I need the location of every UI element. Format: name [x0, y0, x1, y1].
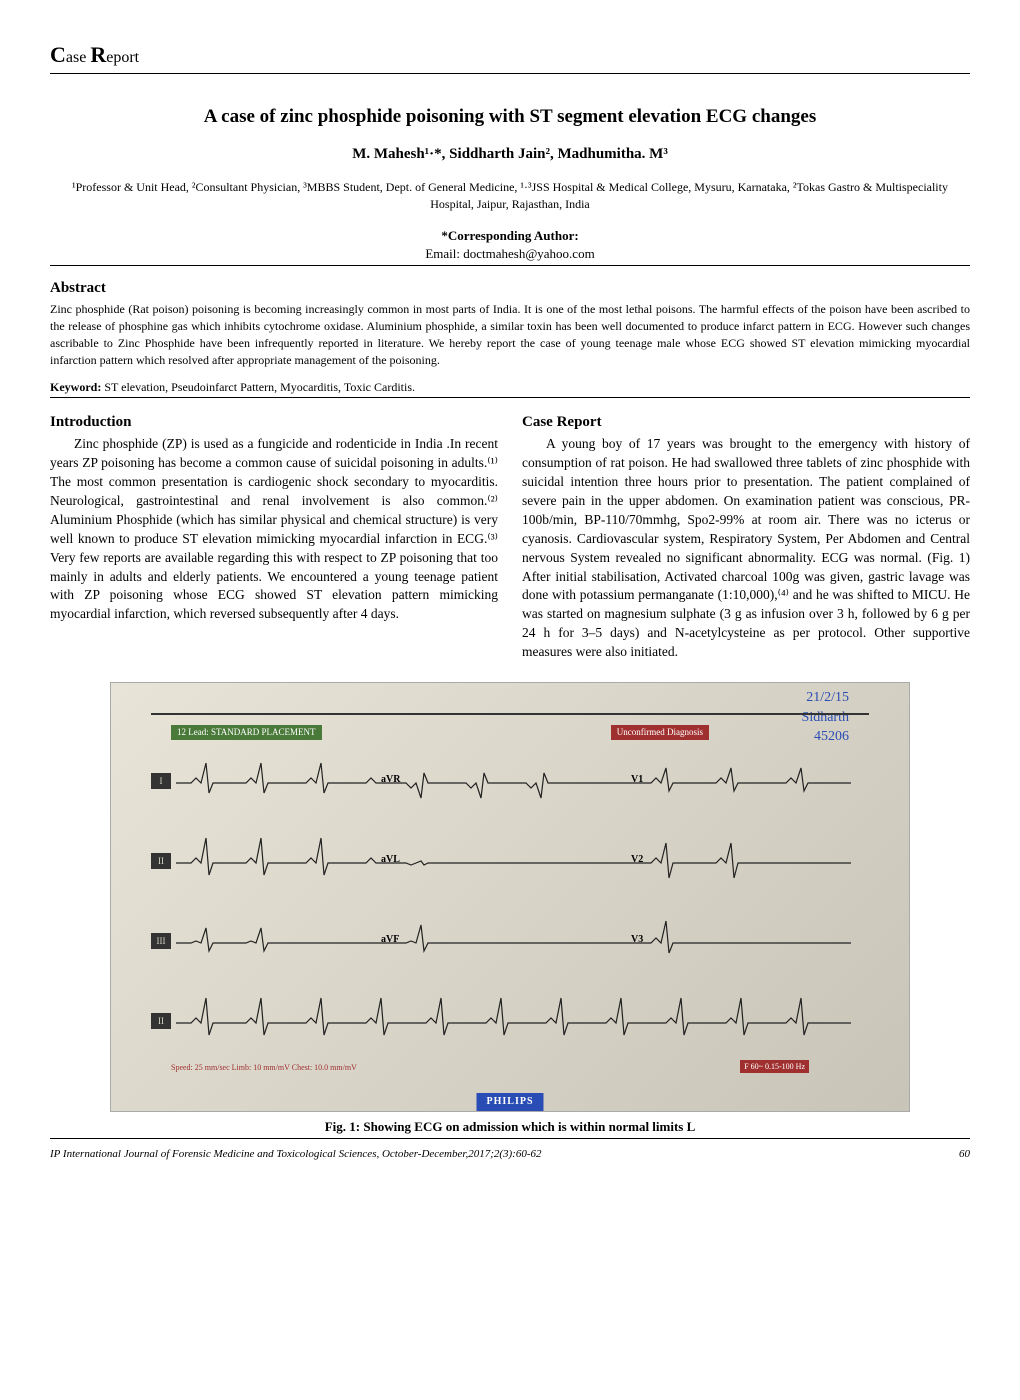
- right-column: Case Report A young boy of 17 years was …: [522, 412, 970, 662]
- ecg-row-3: III aVF V3: [151, 903, 869, 983]
- body-columns: Introduction Zinc phosphide (ZP) is used…: [50, 412, 970, 662]
- ecg-trace-svg-3: [151, 903, 869, 983]
- case-report-text: A young boy of 17 years was brought to t…: [522, 435, 970, 662]
- figure-caption: Fig. 1: Showing ECG on admission which i…: [50, 1118, 970, 1139]
- lead-label-v2: V2: [631, 853, 643, 867]
- lead-label-v1: V1: [631, 773, 643, 787]
- figure-1: 21/2/15 Sidharth 45206 12 Lead: STANDARD…: [50, 682, 970, 1139]
- ecg-row-1: I aVR V1: [151, 743, 869, 823]
- ecg-row-4: II: [151, 983, 869, 1063]
- lead-label-v3: V3: [631, 933, 643, 947]
- paper-title: A case of zinc phosphide poisoning with …: [50, 104, 970, 131]
- label-eport: eport: [106, 49, 139, 66]
- keywords: Keyword: ST elevation, Pseudoinfarct Pat…: [50, 379, 970, 399]
- lead-label-avr: aVR: [381, 773, 400, 787]
- case-report-heading: Case Report: [522, 412, 970, 433]
- lead-label-2: II: [151, 853, 171, 869]
- philips-logo: PHILIPS: [476, 1093, 543, 1111]
- ecg-red-label: Unconfirmed Diagnosis: [611, 725, 709, 740]
- lead-label-avl: aVL: [381, 853, 400, 867]
- ecg-row-2: II aVL V2: [151, 823, 869, 903]
- lead-label-avf: aVF: [381, 933, 399, 947]
- ecg-traces: I aVR V1 II aVL V2 III aVF V3: [151, 743, 869, 1071]
- lead-label-rhythm: II: [151, 1013, 171, 1029]
- abstract-heading: Abstract: [50, 278, 970, 299]
- journal-citation: IP International Journal of Forensic Med…: [50, 1147, 542, 1162]
- ecg-strip-image: 21/2/15 Sidharth 45206 12 Lead: STANDARD…: [110, 682, 910, 1112]
- ecg-trace-svg-2: [151, 823, 869, 903]
- introduction-text: Zinc phosphide (ZP) is used as a fungici…: [50, 435, 498, 624]
- ecg-header-rule: [151, 713, 869, 715]
- ecg-handwritten-annotation: 21/2/15 Sidharth 45206: [802, 688, 849, 747]
- ecg-date: 21/2/15: [802, 688, 849, 708]
- ecg-green-label: 12 Lead: STANDARD PLACEMENT: [171, 725, 322, 740]
- label-ase: ase: [66, 49, 90, 66]
- keywords-text: ST elevation, Pseudoinfarct Pattern, Myo…: [101, 380, 415, 394]
- keywords-label: Keyword:: [50, 380, 101, 394]
- page-number: 60: [959, 1147, 970, 1162]
- corresponding-email: Email: doctmahesh@yahoo.com: [50, 245, 970, 266]
- authors-line: M. Mahesh¹·*, Siddharth Jain², Madhumith…: [50, 144, 970, 165]
- label-r: R: [90, 42, 106, 67]
- ecg-trace-svg-1: [151, 743, 869, 823]
- affiliations: ¹Professor & Unit Head, ²Consultant Phys…: [50, 179, 970, 213]
- header-section: Case Report: [50, 40, 970, 74]
- ecg-trace-svg-4: [151, 983, 869, 1063]
- left-column: Introduction Zinc phosphide (ZP) is used…: [50, 412, 498, 662]
- abstract-text: Zinc phosphide (Rat poison) poisoning is…: [50, 301, 970, 368]
- section-label: Case Report: [50, 49, 139, 66]
- ecg-name: Sidharth: [802, 708, 849, 728]
- label-c: C: [50, 42, 66, 67]
- ecg-speed-info: Speed: 25 mm/sec Limb: 10 mm/mV Chest: 1…: [171, 1062, 357, 1073]
- introduction-heading: Introduction: [50, 412, 498, 433]
- corresponding-author-label: *Corresponding Author:: [50, 227, 970, 245]
- lead-label-1: I: [151, 773, 171, 789]
- ecg-filter-box: F 60~ 0.15-100 Hz: [740, 1060, 809, 1073]
- lead-label-3: III: [151, 933, 171, 949]
- page-footer: IP International Journal of Forensic Med…: [50, 1147, 970, 1162]
